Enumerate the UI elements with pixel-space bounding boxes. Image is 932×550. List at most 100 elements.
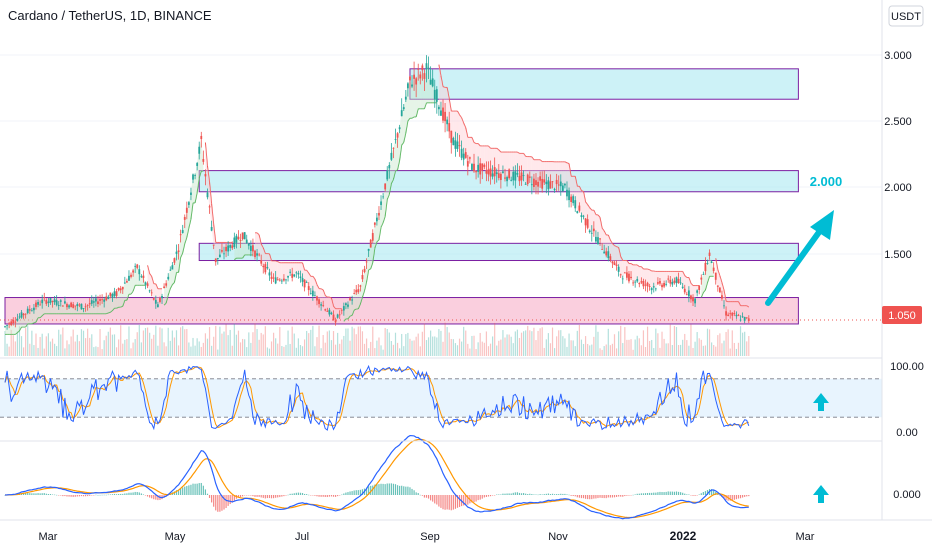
macd-histogram-bar (64, 495, 66, 497)
candle-body (607, 251, 610, 259)
trailing-stop-segment (165, 294, 169, 304)
time-tick: May (165, 531, 186, 543)
trailing-stop-segment (126, 293, 130, 301)
macd-histogram-bar (446, 495, 448, 510)
trailing-stop-segment (471, 137, 475, 143)
candle-body (417, 69, 420, 70)
macd-histogram-bar (66, 495, 68, 497)
trailing-stop-segment (496, 147, 500, 151)
volume-bar (128, 326, 130, 356)
macd-histogram-bar (124, 493, 126, 495)
macd-histogram-bar (345, 492, 347, 495)
macd-histogram-bar (421, 495, 423, 496)
trailing-stop-fill (151, 276, 154, 300)
macd-histogram-bar (514, 492, 516, 495)
macd-histogram-bar (256, 495, 258, 497)
candle-body (402, 107, 405, 110)
trailing-stop-fill (273, 260, 276, 279)
volume-bar (481, 341, 483, 356)
volume-bar (60, 334, 62, 356)
trailing-stop-fill (420, 70, 423, 109)
candle-body (270, 276, 273, 279)
macd-histogram-bar (427, 495, 430, 499)
trailing-stop-segment (397, 160, 401, 170)
candle-body (22, 313, 25, 316)
trailing-stop-segment (392, 170, 396, 180)
volume-bar (35, 333, 37, 356)
trailing-stop-fill (581, 190, 584, 216)
volume-bar (551, 327, 554, 356)
macd-histogram-bar (436, 495, 438, 505)
trailing-stop-fill (385, 170, 388, 217)
volume-bar (572, 340, 574, 356)
candle-body (477, 164, 480, 172)
volume-bar (10, 329, 12, 356)
volume-bar (632, 349, 634, 356)
candle-body (382, 196, 384, 198)
macd-histogram-bar (438, 495, 440, 507)
volume-bar (314, 346, 316, 356)
macd-histogram-bar (553, 494, 556, 495)
trailing-stop-fill (354, 292, 357, 311)
trailing-stop-fill (215, 242, 218, 263)
macd-histogram-bar (70, 495, 72, 497)
trailing-stop-fill (639, 266, 642, 285)
macd-histogram-bar (78, 495, 80, 497)
candle-body (727, 314, 730, 316)
candle-body (615, 264, 618, 266)
candle-body (411, 84, 413, 87)
macd-histogram-bar (118, 494, 120, 495)
trailing-stop-segment (440, 75, 444, 87)
trailing-stop-segment (364, 281, 368, 291)
macd-histogram-bar (275, 495, 277, 498)
trailing-stop-fill (176, 251, 179, 273)
trailing-stop-fill (742, 305, 745, 317)
candle-body (694, 298, 696, 304)
candle-body (495, 172, 498, 175)
volume-bar (31, 330, 33, 356)
macd-histogram-bar (694, 495, 696, 496)
candle-body (276, 279, 279, 281)
chart-title: Cardano / TetherUS, 1D, BINANCE (8, 8, 212, 23)
trailing-stop-segment (209, 182, 213, 204)
candle-body (231, 245, 234, 249)
volume-bar (120, 325, 122, 356)
macd-histogram-bar (299, 492, 302, 495)
candle-body (423, 73, 426, 79)
trailing-stop-fill (633, 264, 636, 283)
candle-body (24, 313, 27, 315)
macd-histogram-bar (620, 495, 622, 497)
currency-button[interactable]: USDT (888, 5, 924, 27)
trailing-stop-fill (31, 307, 34, 324)
candle-body (737, 315, 740, 317)
volume-bar (49, 341, 52, 356)
macd-histogram-bar (184, 486, 186, 495)
candle-body (475, 171, 477, 173)
trailing-stop-segment (204, 142, 208, 166)
trailing-stop-segment (647, 268, 650, 271)
trailing-stop-segment (636, 264, 640, 268)
trailing-stop-fill (438, 64, 441, 111)
stoch-up-arrow-icon (813, 393, 829, 411)
volume-bar (733, 342, 735, 356)
candle-body (497, 173, 500, 178)
volume-bar (211, 345, 213, 356)
trailing-stop-fill (597, 214, 601, 240)
volume-bar (45, 336, 47, 356)
macd-histogram-bar (324, 495, 326, 497)
trailing-stop-fill (283, 262, 286, 281)
macd-histogram-bar (463, 495, 465, 506)
candle-body (692, 297, 694, 302)
volume-bar (609, 345, 611, 356)
trailing-stop-segment (122, 300, 126, 307)
volume-bar (25, 328, 27, 356)
macd-up-arrow-icon (813, 485, 829, 503)
macd-histogram-bar (711, 489, 713, 495)
volume-bar (27, 325, 29, 356)
candle-body (318, 299, 320, 305)
macd-histogram-bar (684, 493, 686, 495)
candle-body (347, 304, 349, 307)
candle-body (549, 181, 552, 189)
candle-body (714, 272, 717, 280)
